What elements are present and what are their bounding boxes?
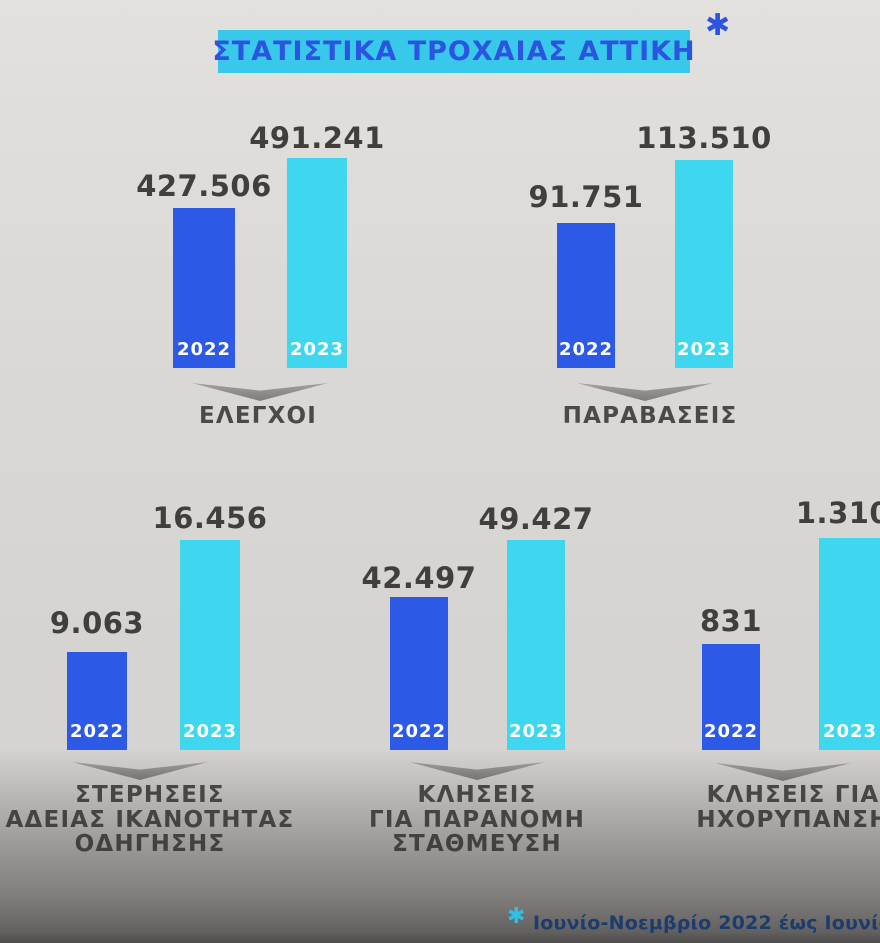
page-title: ΣΤΑΤΙΣΤΙΚΑ ΤΡΟΧΑΙΑΣ ΑΤΤΙΚΗ [212, 36, 696, 67]
bar-value-label: 9.063 [49, 606, 145, 640]
asterisk-icon: ✱ [705, 8, 731, 43]
bar-year-label: 2022 [69, 721, 125, 742]
category-label: ΠΑΡΑΒΑΣΕΙΣ [563, 404, 738, 429]
category-label-line: ΠΑΡΑΒΑΣΕΙΣ [562, 403, 738, 429]
bar-year-label: 2023 [508, 721, 564, 742]
category-label-line: ΚΛΗΣΕΙΣ [417, 782, 537, 808]
bar-2022: 2022 [702, 644, 760, 750]
bar-value-label: 16.456 [152, 501, 268, 535]
bar-value-label: 113.510 [636, 121, 772, 155]
category-label-line: ΣΤΕΡΗΣΕΙΣ [75, 782, 225, 808]
category-label-line: ΟΔΗΓΗΣΗΣ [74, 831, 226, 858]
bar-2022: 2022 [390, 597, 448, 750]
bar-2023: 2023 [507, 540, 565, 750]
bar-value-label: 42.497 [361, 561, 477, 595]
bar-year-label: 2023 [289, 339, 345, 360]
footnote-text: Ιουνίο-Νοεμβρίο 2022 έως Ιουνίο-Νοεμβρίο [533, 912, 880, 934]
category-label: ΕΛΕΓΧΟΙ [199, 404, 317, 429]
down-arrow-icon [409, 762, 545, 780]
page-title-band: ΣΤΑΤΙΣΤΙΚΑ ΤΡΟΧΑΙΑΣ ΑΤΤΙΚΗ [212, 30, 695, 73]
bar-year-label: 2023 [676, 339, 732, 360]
category-label: ΚΛΗΣΕΙΣ ΓΙΑ ΠΑΡΑΝΟΜΗ ΣΤΑΘΜΕΥΣΗ [369, 783, 585, 857]
category-label-line: ΑΔΕΙΑΣ ΙΚΑΝΟΤΗΤΑΣ [5, 806, 295, 833]
bar-value-label: 1.310 [795, 496, 880, 530]
bar-year-label: 2022 [558, 339, 614, 360]
down-arrow-icon [715, 763, 851, 781]
bar-2023: 2023 [287, 158, 347, 368]
category-label-line: ΚΛΗΣΕΙΣ ΓΙΑ [706, 782, 880, 808]
bar-2023: 2023 [180, 540, 240, 750]
bar-year-label: 2023 [822, 721, 878, 742]
bar-value-label: 427.506 [136, 169, 272, 203]
bar-year-label: 2022 [176, 339, 232, 360]
down-arrow-icon [192, 383, 328, 401]
bar-year-label: 2022 [391, 721, 447, 742]
bar-year-label: 2022 [703, 721, 759, 742]
category-label-line: ΣΤΑΘΜΕΥΣΗ [392, 831, 562, 858]
bar-value-label: 491.241 [249, 121, 385, 155]
bar-2023: 2023 [819, 538, 880, 750]
bar-2023: 2023 [675, 160, 733, 368]
asterisk-icon: ✱ [507, 904, 526, 929]
bar-2022: 2022 [557, 223, 615, 368]
category-label-line: ΗΧΟΡΥΠΑΝΣΗ [696, 806, 880, 833]
bar-2022: 2022 [67, 652, 127, 750]
category-label-line: ΕΛΕΓΧΟΙ [198, 403, 318, 429]
bar-value-label: 91.751 [528, 180, 644, 214]
category-label: ΣΤΕΡΗΣΕΙΣ ΑΔΕΙΑΣ ΙΚΑΝΟΤΗΤΑΣ ΟΔΗΓΗΣΗΣ [6, 783, 295, 857]
category-label: ΚΛΗΣΕΙΣ ΓΙΑ ΗΧΟΡΥΠΑΝΣΗ [696, 783, 880, 832]
bar-value-label: 49.427 [478, 502, 594, 536]
down-arrow-icon [577, 383, 713, 401]
bar-value-label: 831 [699, 604, 763, 638]
bar-year-label: 2023 [182, 721, 238, 742]
down-arrow-icon [72, 762, 208, 780]
category-label-line: ΓΙΑ ΠΑΡΑΝΟΜΗ [368, 806, 586, 833]
bar-2022: 2022 [173, 208, 235, 368]
